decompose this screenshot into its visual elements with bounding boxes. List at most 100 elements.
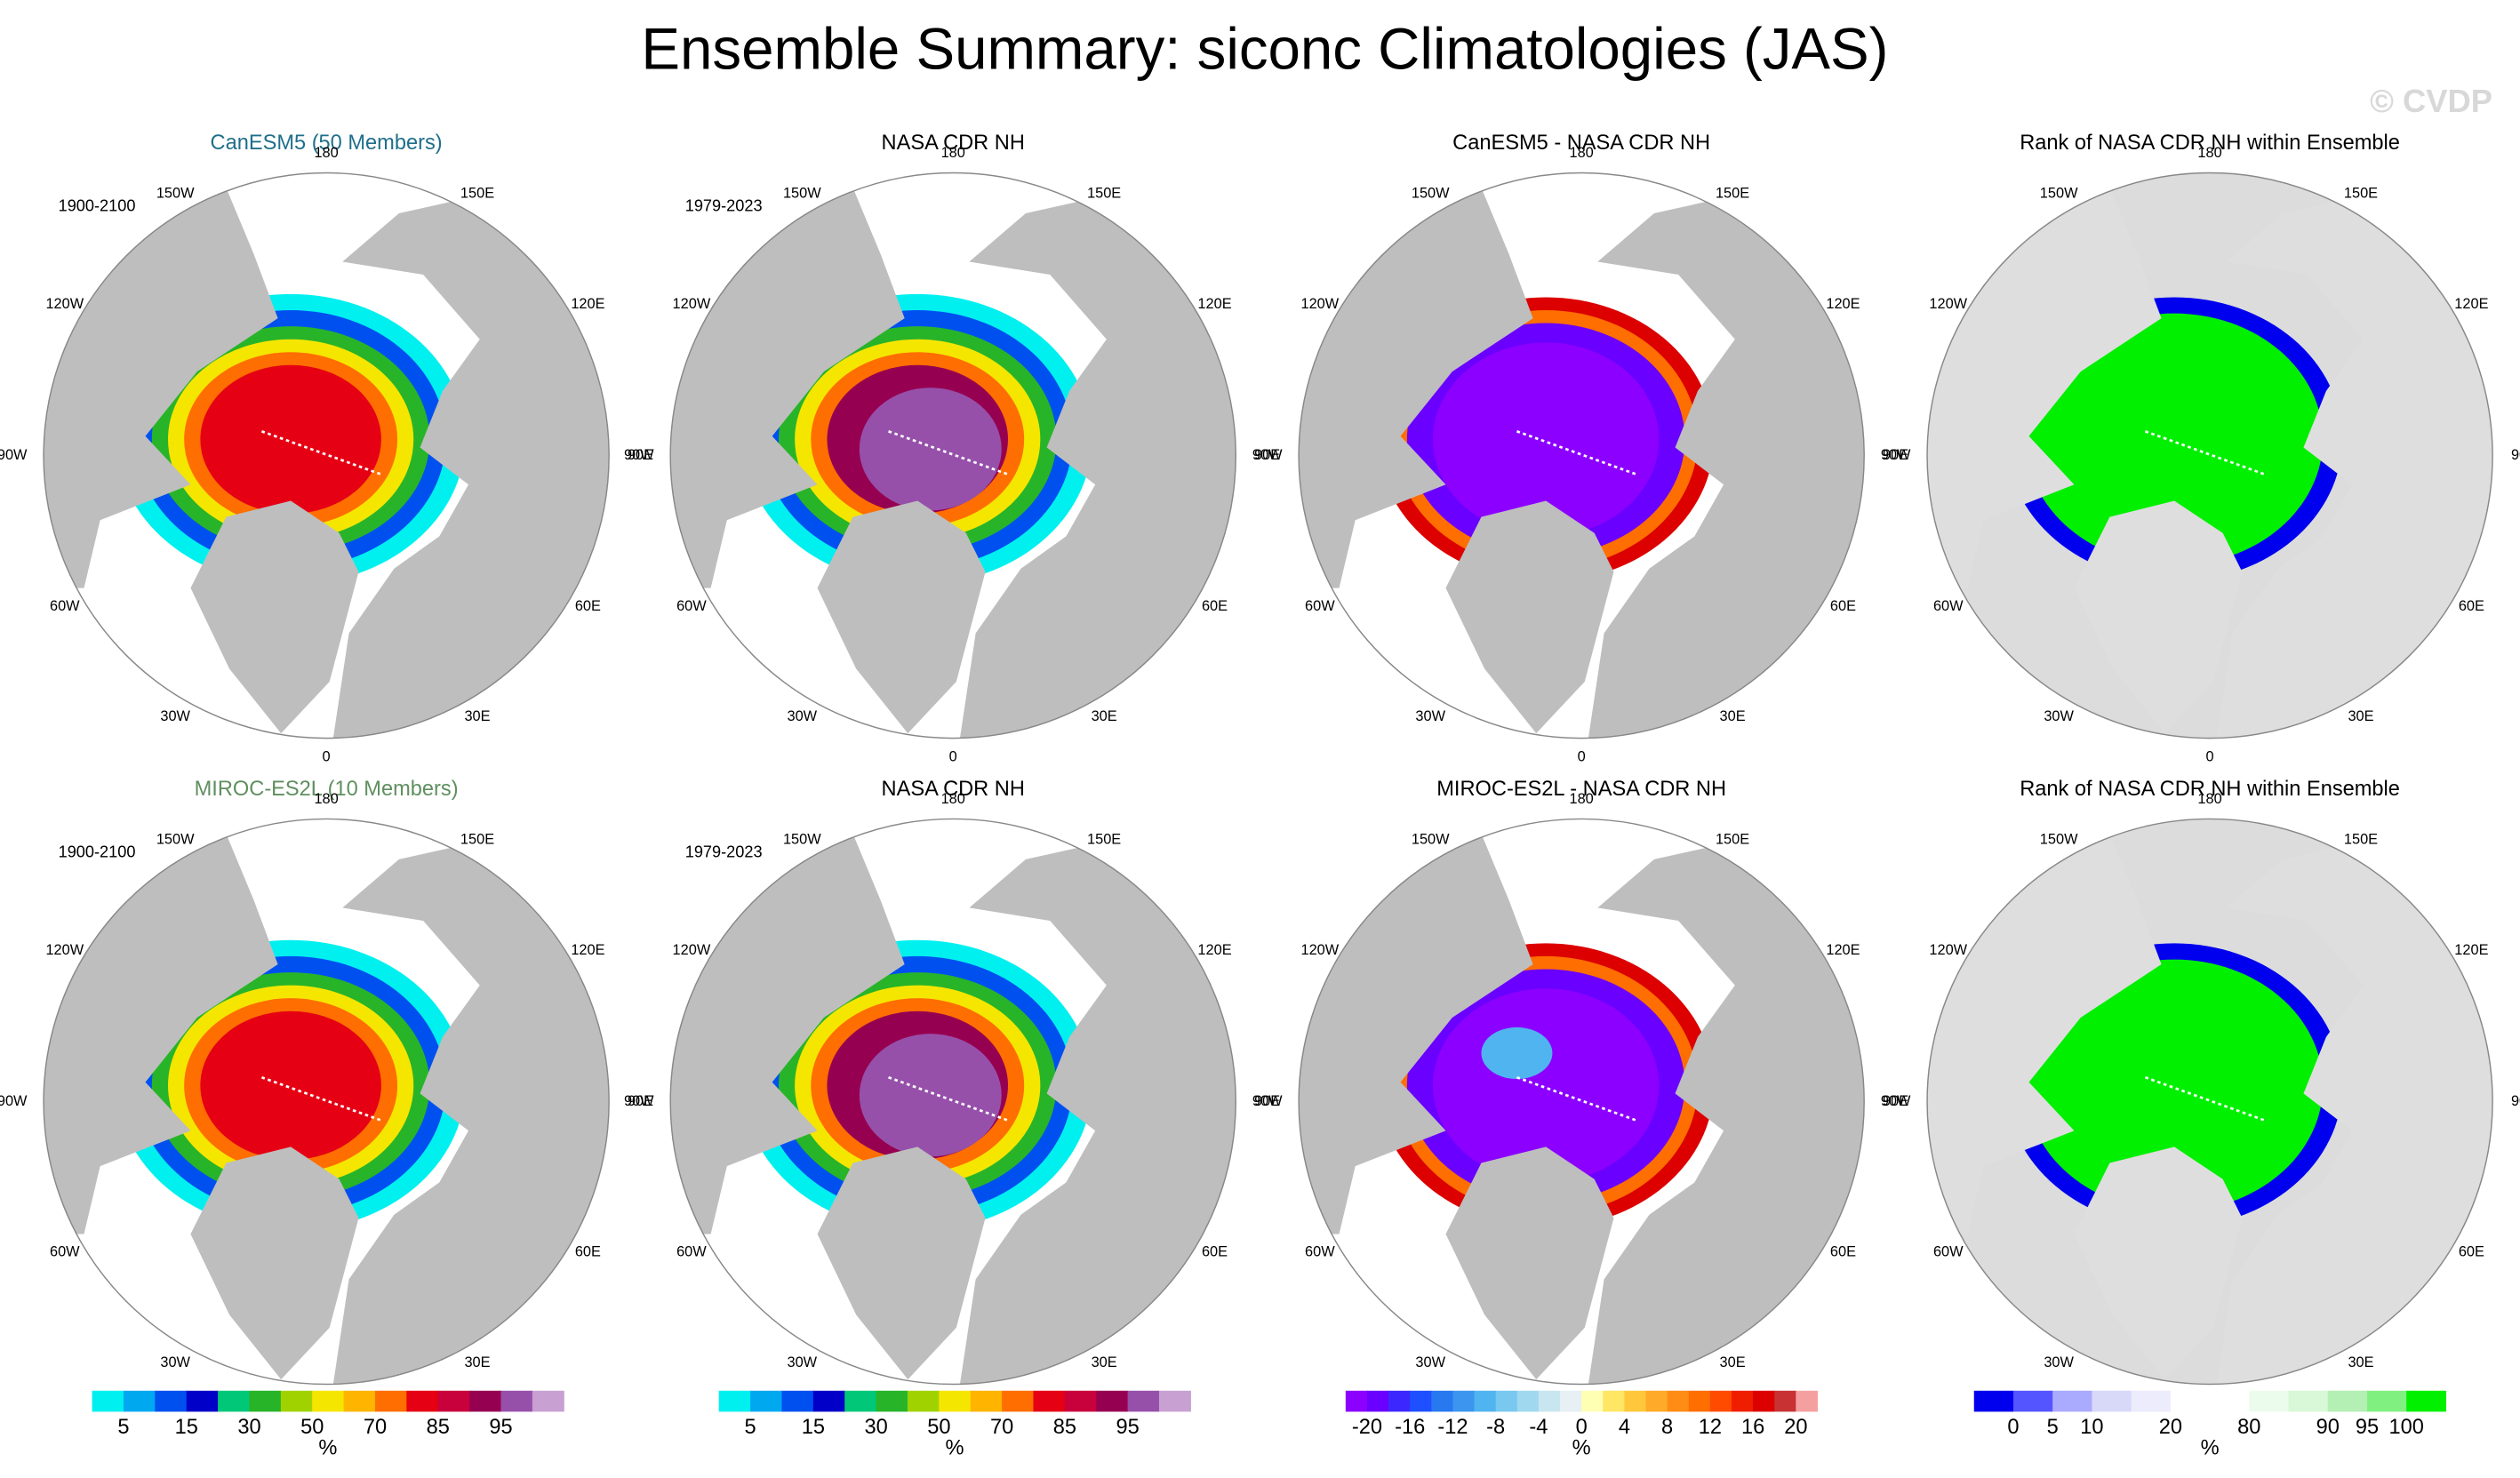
- colorbar-box: [2052, 1390, 2092, 1412]
- colorbar-box: [2210, 1390, 2250, 1412]
- sea-ice: [859, 1034, 1002, 1157]
- colorbar-label: 70: [990, 1416, 1013, 1439]
- colorbar-box: [876, 1390, 908, 1412]
- colorbar-box: [437, 1390, 470, 1412]
- longitude-label: 60E: [1830, 1244, 1856, 1260]
- colorbar-label: 0: [1576, 1416, 1588, 1439]
- longitude-label: 150W: [1412, 186, 1450, 202]
- longitude-label: 60E: [2459, 1244, 2484, 1260]
- map-body: [1927, 819, 2493, 1385]
- longitude-label: 150E: [1087, 186, 1121, 202]
- colorbar-units: %: [1572, 1436, 1591, 1459]
- longitude-label: 30E: [2348, 1354, 2373, 1370]
- panel-title: Rank of NASA CDR NH within Ensemble: [2020, 778, 2400, 801]
- longitude-label: 180: [1570, 791, 1594, 807]
- longitude-label: 120E: [2454, 942, 2488, 958]
- colorbar-box: [1753, 1390, 1775, 1412]
- map-body: [670, 819, 1236, 1385]
- map-border: [1298, 172, 1865, 739]
- panel-title: CanESM5 - NASA CDR NH: [1452, 132, 1710, 155]
- longitude-label: 90E: [1883, 1093, 1908, 1109]
- colorbar-label: -20: [1352, 1416, 1382, 1439]
- colorbar-box: [1002, 1390, 1035, 1412]
- colorbar-box: [1581, 1390, 1604, 1412]
- longitude-label: 120E: [1197, 942, 1231, 958]
- longitude-label: 30W: [787, 708, 817, 724]
- colorbar-label: 30: [237, 1416, 260, 1439]
- longitude-label: 180: [314, 791, 338, 807]
- panel-title: MIROC-ES2L (10 Members): [195, 778, 459, 801]
- map-border: [1926, 172, 2493, 739]
- colorbar-label: 85: [1053, 1416, 1076, 1439]
- longitude-label: 90E: [2511, 447, 2520, 463]
- longitude-label: 60E: [2459, 598, 2484, 614]
- colorbar-box: [844, 1390, 877, 1412]
- longitude-label: 30E: [1092, 708, 1117, 724]
- longitude-label: 30E: [1092, 1354, 1117, 1370]
- longitude-label: 90E: [628, 1093, 653, 1109]
- sea-ice: [1481, 1027, 1553, 1080]
- longitude-label: 30W: [787, 1354, 817, 1370]
- panel-title: MIROC-ES2L - NASA CDR NH: [1436, 778, 1726, 801]
- colorbar-label: 10: [2080, 1416, 2103, 1439]
- colorbar-box: [1603, 1390, 1625, 1412]
- colorbar-box: [469, 1390, 502, 1412]
- longitude-label: 30E: [2348, 708, 2373, 724]
- map-body: [1299, 819, 1865, 1385]
- longitude-label: 60W: [1933, 598, 1964, 614]
- colorbar-box: [907, 1390, 940, 1412]
- panel-title: Rank of NASA CDR NH within Ensemble: [2020, 132, 2400, 155]
- longitude-label: 150E: [460, 831, 494, 847]
- colorbar-label: 5: [745, 1416, 756, 1439]
- colorbar-box: [718, 1390, 751, 1412]
- colorbar-box: [312, 1390, 345, 1412]
- longitude-label: 30E: [464, 708, 490, 724]
- colorbar-box: [970, 1390, 1003, 1412]
- colorbar-label: 15: [175, 1416, 198, 1439]
- map-body: [44, 172, 610, 739]
- longitude-label: 120E: [1197, 296, 1231, 312]
- longitude-label: 150E: [1716, 831, 1749, 847]
- colorbar-label: 0: [2007, 1416, 2019, 1439]
- colorbar-box: [500, 1390, 533, 1412]
- colorbar-label: -8: [1486, 1416, 1505, 1439]
- longitude-label: 90W: [624, 1093, 654, 1109]
- colorbar-label: 85: [427, 1416, 450, 1439]
- colorbar-box: [1127, 1390, 1160, 1412]
- longitude-label: 30W: [2044, 708, 2074, 724]
- longitude-label: 180: [941, 791, 965, 807]
- longitude-label: 90W: [1252, 447, 1283, 463]
- seam: [888, 430, 1011, 476]
- colorbar-label: 5: [2047, 1416, 2059, 1439]
- seam: [1516, 1075, 1639, 1122]
- sea-ice: [245, 1046, 363, 1144]
- longitude-label: 120W: [1929, 296, 1967, 312]
- colorbar-box: [2092, 1390, 2132, 1412]
- colorbar-label: 50: [300, 1416, 324, 1439]
- map-border: [1298, 818, 1865, 1386]
- colorbar-box: [812, 1390, 845, 1412]
- longitude-label: 90W: [1881, 447, 1911, 463]
- colorbar-box: [2012, 1390, 2053, 1412]
- longitude-label: 90W: [1881, 1093, 1911, 1109]
- colorbar-box: [2288, 1390, 2329, 1412]
- colorbar-label: 95: [1116, 1416, 1139, 1439]
- colorbar-box: [939, 1390, 972, 1412]
- colorbar-label: 95: [2356, 1416, 2379, 1439]
- colorbar-label: 80: [2237, 1416, 2260, 1439]
- longitude-label: 120W: [1300, 296, 1339, 312]
- longitude-label: 60E: [1202, 1244, 1228, 1260]
- colorbar-label: 15: [802, 1416, 825, 1439]
- longitude-label: 60W: [676, 1244, 707, 1260]
- map-border: [43, 818, 610, 1386]
- map-body: [1299, 172, 1865, 739]
- colorbar-units: %: [946, 1436, 964, 1459]
- panel-title: NASA CDR NH: [882, 778, 1025, 801]
- longitude-label: 30W: [160, 708, 190, 724]
- longitude-label: 180: [941, 145, 965, 161]
- colorbar-box: [1516, 1390, 1540, 1412]
- colorbar-box: [1624, 1390, 1647, 1412]
